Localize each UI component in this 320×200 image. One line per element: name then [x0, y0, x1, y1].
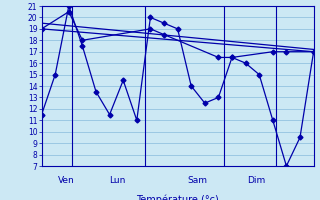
Text: Température (°c): Température (°c): [136, 195, 219, 200]
Text: Lun: Lun: [109, 176, 126, 185]
Text: Dim: Dim: [247, 176, 265, 185]
Text: Ven: Ven: [58, 176, 75, 185]
Text: Sam: Sam: [187, 176, 207, 185]
